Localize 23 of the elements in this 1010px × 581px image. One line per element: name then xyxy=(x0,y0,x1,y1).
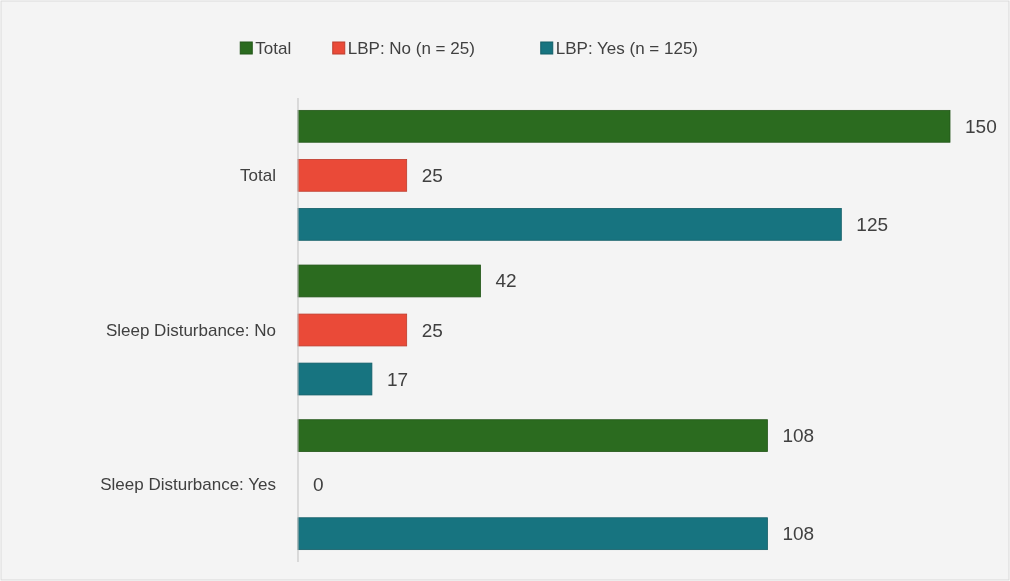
bar xyxy=(297,517,768,551)
bar xyxy=(297,264,481,298)
legend-label: LBP: Yes (n = 125) xyxy=(555,38,698,58)
bar xyxy=(297,419,768,452)
legend-label: Total xyxy=(255,38,292,58)
legend-label: LBP: No (n = 25) xyxy=(347,38,475,58)
bar xyxy=(297,109,951,143)
data-label: 150 xyxy=(965,115,997,137)
bar xyxy=(297,208,842,241)
data-label: 108 xyxy=(782,523,815,545)
y-tick-label: Sleep Disturbance: Yes xyxy=(100,475,276,495)
y-tick-label: Total xyxy=(240,165,276,185)
data-label: 25 xyxy=(421,319,443,341)
bar xyxy=(297,159,408,192)
y-tick-label: Sleep Disturbance: No xyxy=(105,320,276,340)
data-label: 17 xyxy=(386,368,409,390)
data-label: 42 xyxy=(495,270,517,292)
data-label: 0 xyxy=(313,474,324,496)
data-label: 108 xyxy=(782,425,815,447)
data-label: 25 xyxy=(421,164,443,186)
data-label: 125 xyxy=(856,213,889,235)
bar xyxy=(297,313,408,347)
bar xyxy=(297,362,373,396)
